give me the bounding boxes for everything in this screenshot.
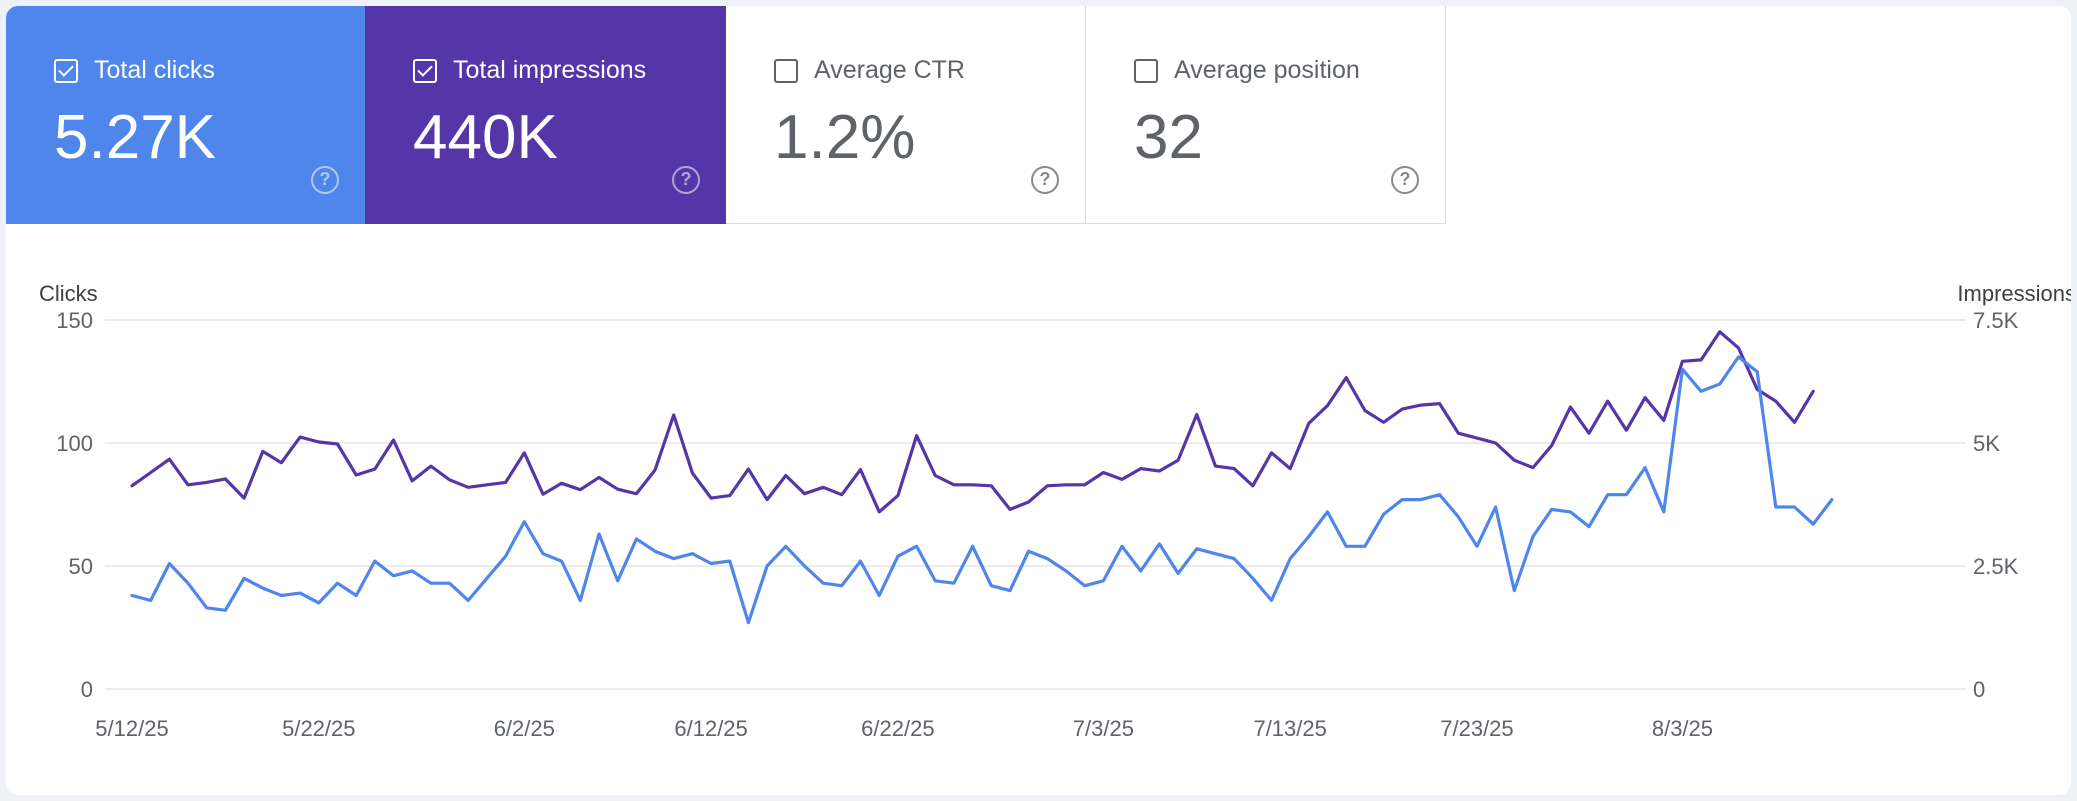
checkbox-checked-icon[interactable]: [54, 58, 78, 83]
x-tick-label: 6/2/25: [494, 716, 555, 741]
x-tick-label: 7/23/25: [1440, 716, 1513, 741]
x-tick-label: 7/3/25: [1073, 716, 1134, 741]
x-tick-label: 5/22/25: [282, 716, 355, 741]
metric-label: Average CTR: [814, 56, 965, 84]
help-icon[interactable]: ?: [1031, 166, 1059, 194]
performance-panel: Total clicks 5.27K ? Total impressions 4…: [6, 6, 2071, 795]
metric-card-total-clicks[interactable]: Total clicks 5.27K ?: [6, 6, 365, 224]
metric-label: Total impressions: [453, 56, 647, 84]
y-right-tick-label: 5K: [1973, 431, 2000, 456]
metric-value: 1.2%: [774, 103, 916, 172]
y-left-tick-label: 100: [56, 431, 93, 456]
checkbox-checked-icon[interactable]: [413, 58, 437, 83]
y-left-tick-label: 150: [56, 308, 93, 333]
metric-value: 32: [1134, 103, 1203, 172]
y-right-axis-title: Impressions: [1957, 281, 2071, 306]
x-tick-label: 7/13/25: [1253, 716, 1326, 741]
help-icon[interactable]: ?: [311, 166, 339, 194]
y-left-axis-title: Clicks: [39, 281, 98, 306]
metric-cards: Total clicks 5.27K ? Total impressions 4…: [6, 6, 1446, 224]
y-right-tick-label: 2.5K: [1973, 554, 2019, 579]
y-right-tick-label: 7.5K: [1973, 308, 2019, 333]
metric-card-average-ctr[interactable]: Average CTR 1.2% ?: [726, 6, 1086, 224]
y-left-tick-label: 0: [81, 677, 93, 702]
metric-label: Average position: [1174, 56, 1360, 84]
x-tick-label: 6/12/25: [674, 716, 747, 741]
y-left-tick-label: 50: [69, 554, 93, 579]
help-icon[interactable]: ?: [1391, 166, 1419, 194]
series-line-total-clicks: [130, 355, 1834, 625]
metric-value: 5.27K: [54, 103, 217, 172]
x-tick-label: 8/3/25: [1652, 716, 1713, 741]
checkbox-unchecked-icon[interactable]: [774, 58, 798, 83]
series-line-total-impressions: [130, 330, 1815, 514]
x-tick-label: 5/12/25: [95, 716, 168, 741]
metric-label: Total clicks: [94, 56, 215, 84]
metric-card-average-position[interactable]: Average position 32 ?: [1086, 6, 1446, 224]
metric-card-total-impressions[interactable]: Total impressions 440K ?: [365, 6, 726, 224]
checkbox-unchecked-icon[interactable]: [1134, 58, 1158, 83]
help-icon[interactable]: ?: [672, 166, 700, 194]
y-right-tick-label: 0: [1973, 677, 1985, 702]
x-tick-label: 6/22/25: [861, 716, 934, 741]
performance-line-chart[interactable]: 0 0 50 2.5K 100 5K 150 7.5K 5/12/25 5/22/25 6/2/25…: [6, 6, 2071, 795]
metric-value: 440K: [413, 103, 558, 172]
